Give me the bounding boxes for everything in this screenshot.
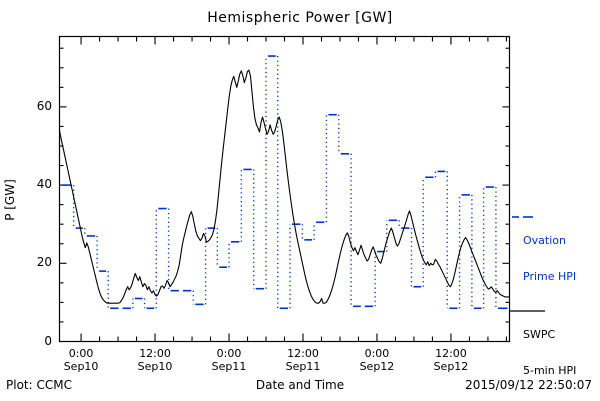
x-tick-time: 0:00 [216,347,242,360]
x-tick-time: 12:00 [287,347,319,360]
chart-title: Hemispheric Power [GW] [207,10,393,26]
x-tick-label: 12:00 Sep12 [411,347,491,373]
x-tick-date: Sep10 [63,360,99,373]
generation-timestamp: 2015/09/12 22:50:07 [465,378,592,392]
axis-ticks [59,36,510,343]
y-tick-label: 0 [44,333,52,348]
series-ovation-prime-hpi [61,55,508,310]
x-tick-label: 0:00 Sep12 [337,347,417,373]
legend-ovation-prime-hpi: Ovation Prime HPI [523,211,576,307]
x-tick-label: 12:00 Sep10 [115,347,195,373]
x-tick-date: Sep12 [433,360,469,373]
legend-swpc-line1: SWPC [523,328,556,341]
y-tick-label: 60 [36,98,52,113]
x-tick-time: 12:00 [139,347,171,360]
x-tick-label: 0:00 Sep10 [41,347,121,373]
x-axis-label: Date and Time [255,378,345,392]
x-tick-time: 12:00 [435,347,467,360]
legend-ovation-line1: Ovation [523,234,566,247]
legend-swpc-5min-hpi: SWPC 5-min HPI [523,305,576,401]
x-tick-date: Sep12 [359,360,395,373]
y-tick-label: 40 [36,177,52,192]
x-tick-label: 12:00 Sep11 [263,347,343,373]
legend-line-samples [510,216,545,312]
x-tick-date: Sep11 [285,360,321,373]
axis-frame [58,35,511,343]
x-tick-time: 0:00 [68,347,94,360]
legend-ovation-line2: Prime HPI [523,270,577,283]
x-tick-time: 0:00 [364,347,390,360]
plot-credit: Plot: CCMC [6,378,72,392]
legend-swpc-line2: 5-min HPI [523,364,577,377]
x-tick-date: Sep10 [137,360,173,373]
x-tick-label: 0:00 Sep11 [189,347,269,373]
y-tick-label: 20 [36,255,52,270]
series-swpc-5min-hpi [58,69,510,304]
x-tick-date: Sep11 [211,360,247,373]
